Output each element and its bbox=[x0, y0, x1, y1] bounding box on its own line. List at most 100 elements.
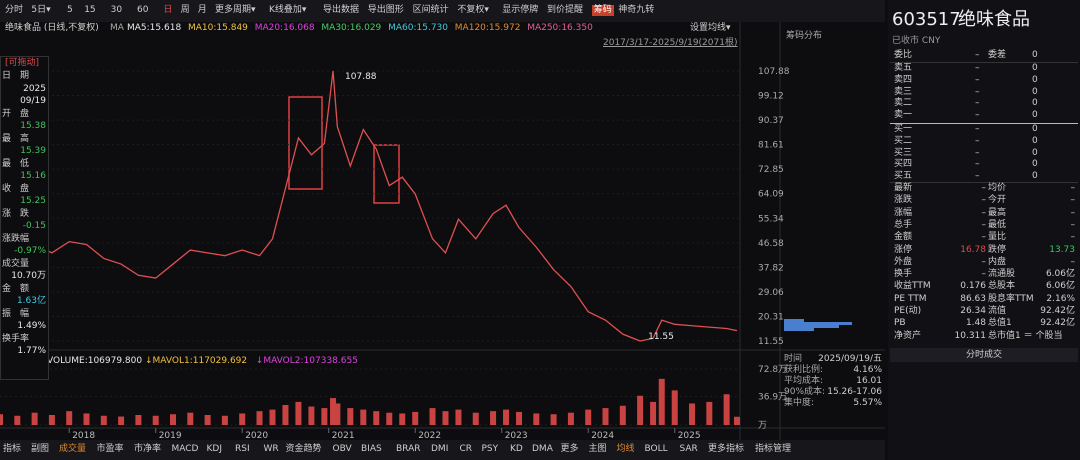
chip-label: 时间 bbox=[784, 354, 803, 364]
stat-label: 量比 bbox=[988, 232, 1007, 243]
stat-value: – bbox=[1070, 219, 1076, 230]
volume-bar bbox=[360, 409, 367, 425]
chip-label: 集中度: bbox=[784, 398, 815, 408]
stat-label: 内盘 bbox=[988, 256, 1007, 267]
stat-value: 92.42亿 bbox=[1040, 306, 1075, 316]
indicator-tab[interactable]: DMA bbox=[532, 444, 553, 454]
indicator-tab[interactable]: 市盈率 bbox=[96, 444, 124, 454]
toolbar-item[interactable]: 区间统计 bbox=[412, 5, 449, 15]
book-volume: 0 bbox=[1032, 124, 1038, 134]
volume-ma: ↓MAVOL1:117029.692 bbox=[145, 356, 247, 366]
volume-bar bbox=[386, 412, 393, 425]
book-label: 卖一 bbox=[894, 110, 913, 121]
indicator-tab[interactable]: 更多 bbox=[560, 444, 579, 454]
book-label: 买四 bbox=[894, 159, 913, 170]
x-tick-label: 2018 bbox=[72, 431, 95, 440]
volume-bar bbox=[637, 395, 644, 425]
toolbar-item[interactable]: 30 bbox=[110, 5, 123, 15]
toolbar-item[interactable]: 神奇九转 bbox=[618, 5, 655, 15]
max-annotation: 107.88 bbox=[345, 72, 377, 82]
volume-bar bbox=[239, 413, 246, 425]
volume-bar bbox=[472, 412, 479, 425]
indicator-tab[interactable]: BIAS bbox=[361, 444, 382, 454]
chip-label: 90%成本: bbox=[784, 387, 826, 397]
toolbar-item[interactable]: 导出数据 bbox=[323, 5, 360, 15]
toolbar-item[interactable]: 5日▾ bbox=[31, 5, 51, 15]
y-tick-label: 20.31 bbox=[758, 312, 784, 322]
toolbar-item[interactable]: 日 bbox=[163, 5, 173, 15]
y-tick-label: 64.09 bbox=[758, 190, 784, 200]
indicator-tab[interactable]: CR bbox=[459, 444, 473, 454]
indicator-tab[interactable]: BOLL bbox=[644, 444, 668, 454]
indicator-tab[interactable]: 副图 bbox=[31, 444, 50, 454]
y-tick-label: 29.06 bbox=[758, 288, 784, 298]
toolbar-bg bbox=[0, 0, 885, 22]
volume-title: VOLUME:106979.800 bbox=[47, 356, 142, 366]
toolbar-item[interactable]: 60 bbox=[137, 5, 149, 15]
toolbar-item[interactable]: 15 bbox=[84, 5, 96, 15]
indicator-tab[interactable]: 均线 bbox=[616, 444, 635, 454]
ma-label: MA bbox=[110, 23, 124, 33]
stat-value: – bbox=[981, 195, 987, 206]
indicator-tab[interactable]: 资金趋势 bbox=[285, 444, 322, 454]
ma-value: MA30:16.029 bbox=[321, 23, 382, 33]
indicator-tab[interactable]: 成交量 bbox=[59, 444, 87, 454]
indicator-tab[interactable]: PSY bbox=[481, 444, 499, 454]
toolbar-item[interactable]: 月 bbox=[197, 5, 207, 15]
indicator-tab[interactable]: KD bbox=[510, 444, 523, 454]
indicator-tab[interactable]: MACD bbox=[171, 444, 199, 454]
toolbar-item[interactable]: 导出图形 bbox=[367, 5, 404, 15]
stat-label: PE(动) bbox=[894, 306, 922, 316]
date-range: 2017/3/17-2025/9/19(2071根) bbox=[603, 38, 738, 48]
toolbar-item[interactable]: 到价提醒 bbox=[547, 5, 584, 15]
book-price: – bbox=[975, 86, 980, 97]
volume-bar bbox=[221, 415, 228, 425]
toolbar-item[interactable]: 5 bbox=[67, 5, 73, 15]
volume-bar bbox=[269, 409, 276, 425]
book-volume: 0 bbox=[1032, 171, 1038, 182]
volume-bar bbox=[585, 409, 592, 425]
settings-button[interactable]: 设置均线▾ bbox=[690, 23, 731, 33]
indicator-tab[interactable]: KDJ bbox=[206, 444, 223, 454]
volume-bar bbox=[0, 414, 3, 425]
ma-value: MA120:15.972 bbox=[454, 23, 521, 33]
stat-value: 2.16% bbox=[1046, 293, 1075, 304]
book-volume: 0 bbox=[1032, 135, 1038, 146]
toolbar-item[interactable]: 筹码 bbox=[591, 5, 614, 16]
indicator-tab[interactable]: 指标管理 bbox=[755, 444, 792, 454]
book-volume: 0 bbox=[1032, 159, 1038, 170]
indicator-tab[interactable]: BRAR bbox=[396, 444, 421, 454]
book-price: – bbox=[975, 147, 980, 158]
indicator-tab[interactable]: WR bbox=[263, 444, 279, 454]
indicator-tab[interactable]: 主图 bbox=[588, 444, 607, 454]
toolbar-item[interactable]: 周 bbox=[180, 5, 190, 15]
toolbar-item[interactable]: K线叠加▾ bbox=[269, 5, 307, 15]
toolbar-item[interactable]: 不复权▾ bbox=[457, 5, 489, 15]
toolbar-item[interactable]: 分时 bbox=[5, 5, 24, 15]
indicator-tab[interactable]: RSI bbox=[235, 444, 250, 454]
toolbar-item[interactable]: 更多周期▾ bbox=[215, 5, 256, 15]
x-tick-label: 2025 bbox=[678, 431, 701, 440]
book-label: 卖二 bbox=[894, 98, 913, 109]
book-volume: 0 bbox=[1032, 63, 1038, 73]
volume-bar bbox=[48, 415, 55, 425]
volume-bar bbox=[658, 378, 665, 425]
indicator-tab[interactable]: OBV bbox=[332, 444, 352, 454]
toolbar-item[interactable]: 显示停牌 bbox=[502, 5, 539, 15]
book-volume: 0 bbox=[1032, 110, 1038, 121]
trade-tab[interactable]: 分时成交 bbox=[890, 348, 1078, 362]
stat-label: 涨跌 bbox=[894, 195, 913, 206]
volume-bar bbox=[734, 416, 740, 425]
volume-bar bbox=[100, 415, 107, 425]
info-value: 15.39 bbox=[20, 146, 46, 156]
info-panel-bg bbox=[0, 56, 49, 380]
indicator-tab[interactable]: SAR bbox=[679, 444, 698, 454]
indicator-tab[interactable]: 指标 bbox=[3, 444, 22, 454]
book-label: 买二 bbox=[894, 135, 913, 146]
indicator-tab[interactable]: DMI bbox=[431, 444, 449, 454]
stat-label: 今开 bbox=[988, 195, 1007, 206]
volume-bar bbox=[706, 401, 713, 425]
indicator-tab[interactable]: 更多指标 bbox=[708, 444, 745, 454]
info-value: 1.77% bbox=[17, 346, 46, 356]
indicator-tab[interactable]: 市净率 bbox=[134, 444, 162, 454]
